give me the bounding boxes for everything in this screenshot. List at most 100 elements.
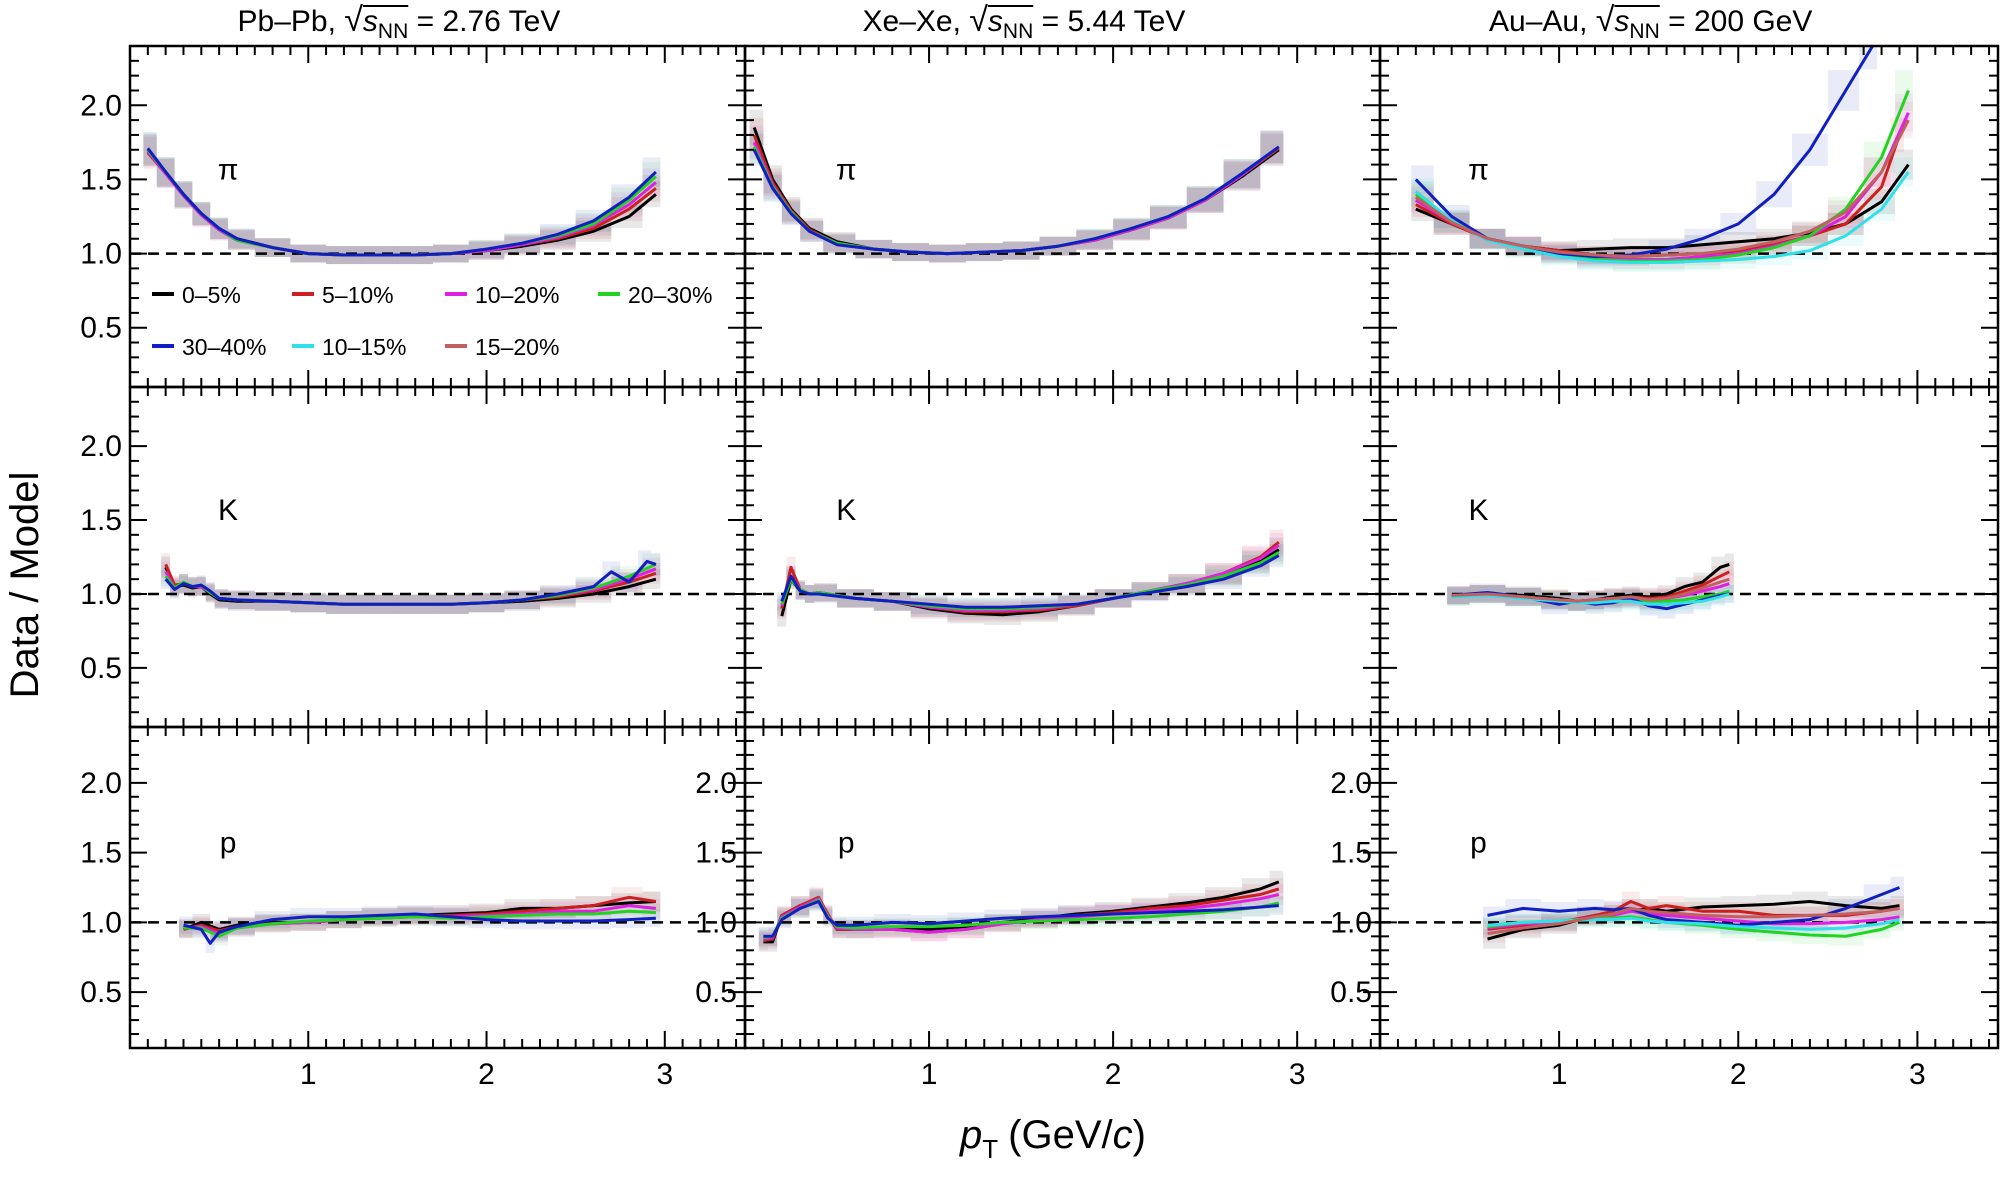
y-tick-label: 1.0 bbox=[695, 906, 737, 939]
legend: 0–5% 5–10% 10–20% 20–30% 30–40% 10–15% 15–20% bbox=[152, 282, 712, 360]
x-tick-label: 1 bbox=[1551, 1058, 1568, 1091]
column-title-text: Xe–Xe, √sNN = 5.44 TeV bbox=[863, 1, 1186, 43]
energy-value: = 2.76 TeV bbox=[408, 5, 560, 38]
y-tick-label: 2.0 bbox=[80, 430, 122, 463]
x-axis-title: pT (GeV/c) bbox=[959, 1113, 1146, 1164]
uncertainty-box bbox=[777, 605, 787, 627]
y-axis-title: Data / Model bbox=[3, 472, 47, 699]
series-line-30-40pct bbox=[146, 147, 657, 257]
uncertainty-box bbox=[1411, 165, 1434, 194]
x-axis-unit-italic: c bbox=[1113, 1113, 1133, 1157]
data-series-lines bbox=[130, 46, 1998, 945]
series-line-30-40pct bbox=[183, 912, 656, 945]
series-line-30-40pct bbox=[1487, 886, 1901, 927]
panel-lines bbox=[745, 541, 1380, 617]
y-tick-label: 0.5 bbox=[80, 976, 122, 1009]
uncertainty-box bbox=[1724, 561, 1734, 583]
legend-item: 30–40% bbox=[152, 334, 266, 360]
y-tick-label: 2.0 bbox=[695, 767, 737, 800]
panel-frame bbox=[743, 385, 1382, 729]
sqrt-s: s bbox=[363, 5, 378, 38]
series-line-30-40pct bbox=[752, 145, 1280, 256]
x-tick-label: 2 bbox=[1730, 1058, 1747, 1091]
uncertainty-box bbox=[1724, 569, 1734, 590]
panel-frames bbox=[128, 44, 2000, 1050]
uncertainty-box bbox=[777, 598, 787, 619]
series-line-15-20pct bbox=[1414, 119, 1910, 258]
series-line-30-40pct bbox=[780, 554, 1280, 609]
legend-label: 10–15% bbox=[322, 334, 406, 360]
legend-item: 15–20% bbox=[445, 334, 559, 360]
species-label: π bbox=[836, 153, 857, 186]
legend-label: 30–40% bbox=[182, 334, 266, 360]
species-label: K bbox=[218, 494, 238, 527]
panel-lines bbox=[130, 147, 745, 257]
y-tick-label: 2.0 bbox=[80, 89, 122, 122]
uncertainty-box bbox=[1724, 553, 1734, 576]
sqrt-s: s bbox=[1614, 5, 1629, 38]
series-line-20-30pct bbox=[183, 909, 656, 938]
sqrt-sub: NN bbox=[378, 20, 408, 43]
x-tick-label: 2 bbox=[478, 1058, 495, 1091]
x-tick-label: 1 bbox=[921, 1058, 938, 1091]
energy-value: = 5.44 TeV bbox=[1033, 5, 1185, 38]
y-tick-label: 1.5 bbox=[80, 837, 122, 870]
y-tick-label: 0.5 bbox=[80, 652, 122, 685]
system-name: Au–Au, bbox=[1489, 5, 1596, 38]
x-axis-symbol: p bbox=[959, 1113, 982, 1157]
y-tick-label: 0.5 bbox=[80, 312, 122, 345]
y-tick-label: 0.5 bbox=[1330, 976, 1372, 1009]
series-line-15-20pct bbox=[1451, 577, 1730, 603]
system-name: Xe–Xe, bbox=[863, 5, 970, 38]
y-tick-label: 1.5 bbox=[80, 163, 122, 196]
x-tick-label: 3 bbox=[656, 1058, 673, 1091]
panel-lines bbox=[1380, 46, 1998, 264]
x-axis-unit-close: ) bbox=[1133, 1113, 1146, 1157]
uncertainty-box bbox=[749, 109, 764, 146]
species-label: p bbox=[838, 827, 855, 860]
y-tick-label: 1.5 bbox=[1330, 837, 1372, 870]
panel-frame bbox=[743, 725, 1382, 1050]
series-line-10-15pct bbox=[1414, 171, 1910, 264]
panel-bands bbox=[1411, 46, 1913, 272]
x-tick-label: 2 bbox=[1105, 1058, 1122, 1091]
legend-label: 15–20% bbox=[475, 334, 559, 360]
y-tick-label: 1.0 bbox=[1330, 906, 1372, 939]
uncertainty-box bbox=[161, 566, 171, 587]
sqrt-sub: NN bbox=[1629, 20, 1659, 43]
sqrt-s: s bbox=[988, 5, 1003, 38]
y-tick-label: 1.5 bbox=[695, 837, 737, 870]
legend-label: 20–30% bbox=[628, 282, 712, 308]
uncertainty-box bbox=[161, 553, 171, 576]
panel-lines bbox=[1380, 886, 1998, 941]
uncertainty-box bbox=[1724, 574, 1734, 594]
x-axis-subscript: T bbox=[982, 1134, 998, 1164]
column-title: Pb–Pb, √sNN = 2.76 TeV bbox=[238, 1, 561, 43]
panel-lines bbox=[745, 880, 1380, 944]
column-title-text: Au–Au, √sNN = 200 GeV bbox=[1489, 1, 1812, 43]
panel-lines bbox=[745, 126, 1380, 256]
legend-label: 5–10% bbox=[322, 282, 394, 308]
x-tick-label: 1 bbox=[300, 1058, 317, 1091]
legend-item: 5–10% bbox=[292, 282, 394, 308]
sqrt-sign: √ bbox=[969, 1, 988, 39]
y-tick-label: 1.0 bbox=[80, 906, 122, 939]
y-tick-label: 1.5 bbox=[80, 504, 122, 537]
species-label: p bbox=[220, 827, 237, 860]
panel-frame bbox=[1378, 725, 2000, 1050]
y-tick-label: 2.0 bbox=[80, 767, 122, 800]
y-tick-label: 1.0 bbox=[80, 238, 122, 271]
legend-item: 10–15% bbox=[292, 334, 406, 360]
uncertainty-box bbox=[161, 569, 171, 590]
legend-item: 0–5% bbox=[152, 282, 241, 308]
sqrt-sign: √ bbox=[344, 1, 363, 39]
panel-bands bbox=[1483, 876, 1904, 949]
y-tick-label: 1.0 bbox=[80, 578, 122, 611]
species-label: π bbox=[218, 153, 239, 186]
column-title: Au–Au, √sNN = 200 GeV bbox=[1489, 1, 1812, 43]
axis-ticks: 0.5 1.0 1.5 2.0 0.5 1.0 1.5 2.0 0.5 1.0 1.5 2.0 0.5 1… bbox=[80, 45, 1998, 1091]
column-title-text: Pb–Pb, √sNN = 2.76 TeV bbox=[238, 1, 561, 43]
species-label: K bbox=[836, 494, 856, 527]
panel-lines bbox=[130, 895, 745, 945]
